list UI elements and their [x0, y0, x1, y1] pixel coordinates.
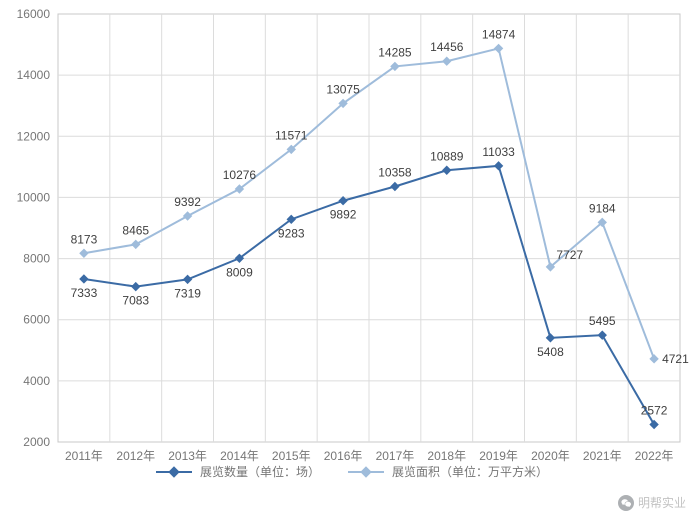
svg-text:14874: 14874 [482, 27, 516, 41]
svg-text:10000: 10000 [17, 190, 51, 204]
svg-text:2022年: 2022年 [635, 449, 674, 463]
svg-text:8009: 8009 [226, 265, 253, 279]
line-chart: 2000 4000 6000 8000 10000 12000 14000 16000 2011… [0, 0, 696, 517]
svg-text:9892: 9892 [330, 208, 357, 222]
svg-text:7083: 7083 [122, 294, 149, 308]
svg-text:2014年: 2014年 [220, 449, 259, 463]
svg-text:10276: 10276 [223, 168, 257, 182]
svg-text:7319: 7319 [174, 286, 201, 300]
svg-text:12000: 12000 [17, 129, 51, 143]
svg-text:2020年: 2020年 [531, 449, 570, 463]
svg-text:展览数量（单位：场）: 展览数量（单位：场） [200, 464, 320, 479]
svg-text:2017年: 2017年 [376, 449, 415, 463]
svg-text:13075: 13075 [326, 82, 360, 96]
svg-text:14456: 14456 [430, 40, 464, 54]
svg-text:7727: 7727 [556, 248, 583, 262]
svg-text:11033: 11033 [482, 145, 515, 159]
svg-text:9283: 9283 [278, 226, 305, 240]
svg-text:4000: 4000 [23, 374, 50, 388]
svg-text:9392: 9392 [174, 195, 201, 209]
svg-text:6000: 6000 [23, 313, 50, 327]
svg-text:2015年: 2015年 [272, 449, 311, 463]
svg-text:14000: 14000 [17, 68, 51, 82]
svg-text:2021年: 2021年 [583, 449, 622, 463]
svg-text:2016年: 2016年 [324, 449, 363, 463]
svg-text:8173: 8173 [71, 232, 98, 246]
svg-text:10889: 10889 [430, 149, 464, 163]
svg-text:2000: 2000 [23, 435, 50, 449]
svg-text:2013年: 2013年 [168, 449, 207, 463]
svg-text:4721: 4721 [662, 352, 689, 366]
svg-text:5495: 5495 [589, 314, 616, 328]
svg-text:7333: 7333 [71, 286, 98, 300]
svg-text:11571: 11571 [275, 128, 308, 142]
svg-text:2012年: 2012年 [116, 449, 155, 463]
svg-text:2572: 2572 [641, 404, 668, 418]
svg-text:16000: 16000 [17, 7, 51, 21]
svg-text:展览面积（单位：万平方米）: 展览面积（单位：万平方米） [392, 464, 548, 479]
svg-text:2019年: 2019年 [479, 449, 518, 463]
svg-text:8000: 8000 [23, 252, 50, 266]
svg-text:10358: 10358 [378, 165, 412, 179]
svg-text:9184: 9184 [589, 201, 616, 215]
svg-text:2011年: 2011年 [65, 449, 103, 463]
svg-text:8465: 8465 [122, 223, 149, 237]
svg-text:14285: 14285 [378, 45, 412, 59]
svg-text:2018年: 2018年 [427, 449, 466, 463]
svg-text:5408: 5408 [537, 345, 564, 359]
